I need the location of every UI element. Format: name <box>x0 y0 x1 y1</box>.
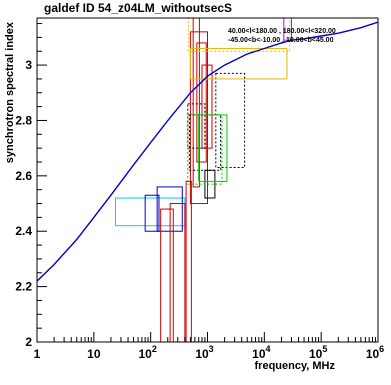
data-box-8 <box>196 42 207 163</box>
data-box-18 <box>283 18 292 41</box>
data-box-12 <box>188 114 222 171</box>
y-tick-label: 3 <box>25 58 32 72</box>
data-box-15 <box>198 114 228 182</box>
x-axis-label: frequency, MHz <box>255 360 336 372</box>
y-axis-label: synchrotron spectral index <box>4 21 16 163</box>
data-layer <box>37 18 378 342</box>
series-line-0 <box>37 21 378 282</box>
data-box-16 <box>189 47 288 80</box>
legend-text: 40.00<l<180.00 , 180.00<l<320.00 <box>228 28 336 35</box>
data-box-5 <box>185 180 192 342</box>
chart-title: galdef ID 54_z04LM_withoutsecS <box>44 1 232 15</box>
data-box-11 <box>187 103 206 149</box>
y-tick-label: 2 <box>25 335 32 349</box>
y-tick-label: 2.8 <box>15 113 32 127</box>
data-box-13 <box>215 72 246 169</box>
y-tick-label: 2.2 <box>15 280 32 294</box>
y-tick-label: 2.6 <box>15 169 32 183</box>
data-box-4 <box>169 203 186 342</box>
data-box-17 <box>187 18 291 52</box>
x-tick-label: 1 <box>34 347 41 361</box>
x-tick-label: 10 <box>87 347 101 361</box>
data-box-3 <box>160 208 174 342</box>
data-box-9 <box>201 64 213 149</box>
data-box-1 <box>144 194 160 232</box>
y-tick-label: 2.4 <box>15 224 32 238</box>
data-box-7 <box>192 18 200 188</box>
legend-text: -45.00<b<-10.00 , 10.00<b<45.00 <box>228 37 334 44</box>
